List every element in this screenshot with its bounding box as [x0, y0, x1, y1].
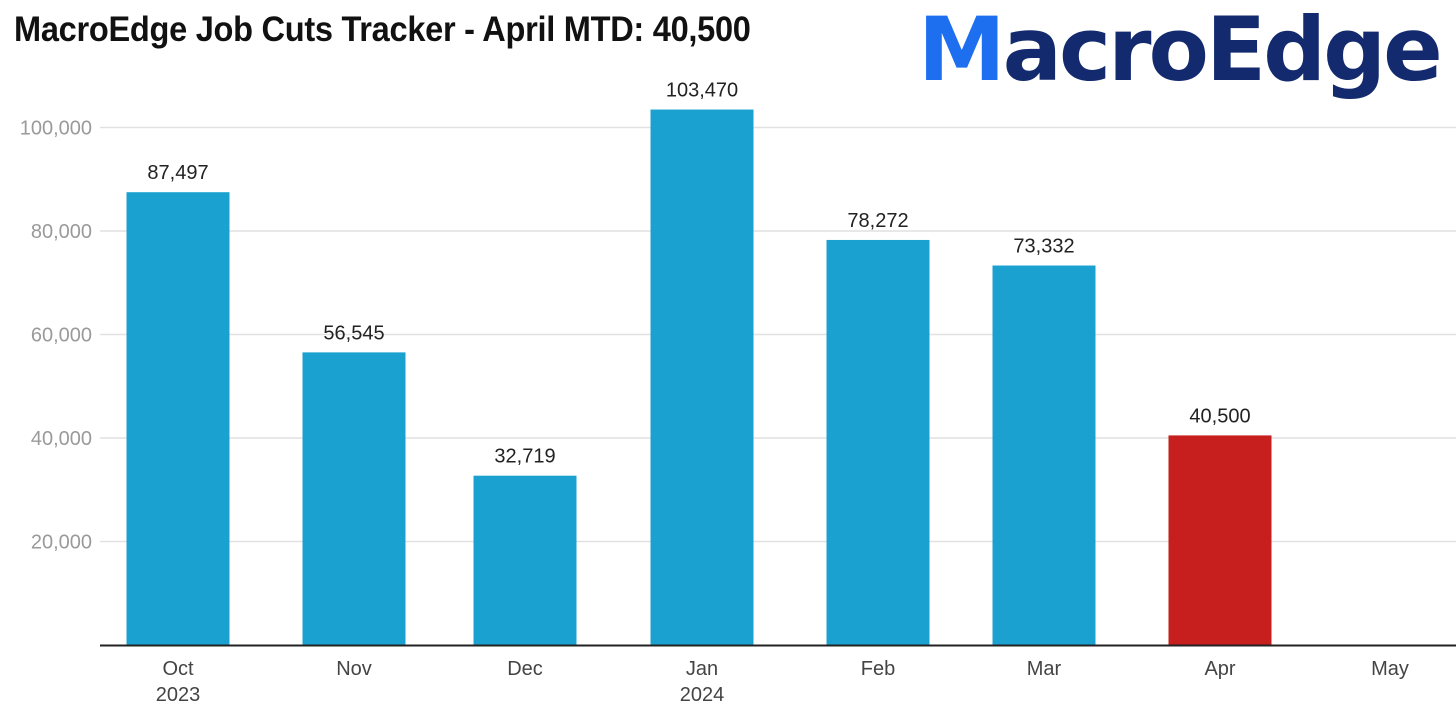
data-labels: 87,497 56,545 32,719 103,470 78,272 73,332 40,… — [147, 80, 1250, 468]
data-label: 87,497 — [147, 162, 208, 184]
data-label: 73,332 — [1013, 236, 1074, 258]
x-tick-label: Dec — [507, 658, 543, 680]
x-tick-label: Oct — [162, 658, 194, 680]
bar — [992, 265, 1096, 645]
x-tick-label: Nov — [336, 658, 372, 680]
y-tick-label: 80,000 — [31, 221, 92, 243]
y-tick-label: 20,000 — [31, 532, 92, 554]
x-tick-year-label: 2024 — [680, 684, 725, 706]
data-label: 56,545 — [323, 322, 384, 344]
x-tick-year-label: 2023 — [156, 684, 201, 706]
bars — [126, 109, 1272, 646]
bar — [473, 475, 577, 645]
data-label: 32,719 — [494, 446, 555, 468]
x-tick-label: Feb — [861, 658, 895, 680]
bar — [126, 192, 230, 646]
x-tick-label: Apr — [1204, 658, 1235, 680]
data-label: 78,272 — [847, 210, 908, 232]
x-tick-label: Mar — [1027, 658, 1062, 680]
bar — [302, 352, 406, 645]
bar — [826, 239, 930, 646]
y-axis-tick-labels: 20,000 40,000 60,000 80,000 100,000 — [20, 118, 92, 554]
bar — [1168, 435, 1272, 645]
chart-title: MacroEdge Job Cuts Tracker - April MTD: … — [14, 10, 751, 49]
x-tick-label: Jan — [686, 658, 718, 680]
x-axis-tick-labels: Oct 2023 Nov Dec Jan 2024 Feb Mar Apr May — [156, 658, 1409, 706]
data-label: 103,470 — [666, 80, 738, 102]
macroedge-logo: MacroEdge — [918, 0, 1443, 101]
bar — [650, 109, 754, 646]
x-tick-label: May — [1371, 658, 1409, 680]
data-label: 40,500 — [1189, 405, 1250, 427]
y-tick-label: 60,000 — [31, 325, 92, 347]
y-tick-label: 40,000 — [31, 428, 92, 450]
y-tick-label: 100,000 — [20, 118, 92, 140]
